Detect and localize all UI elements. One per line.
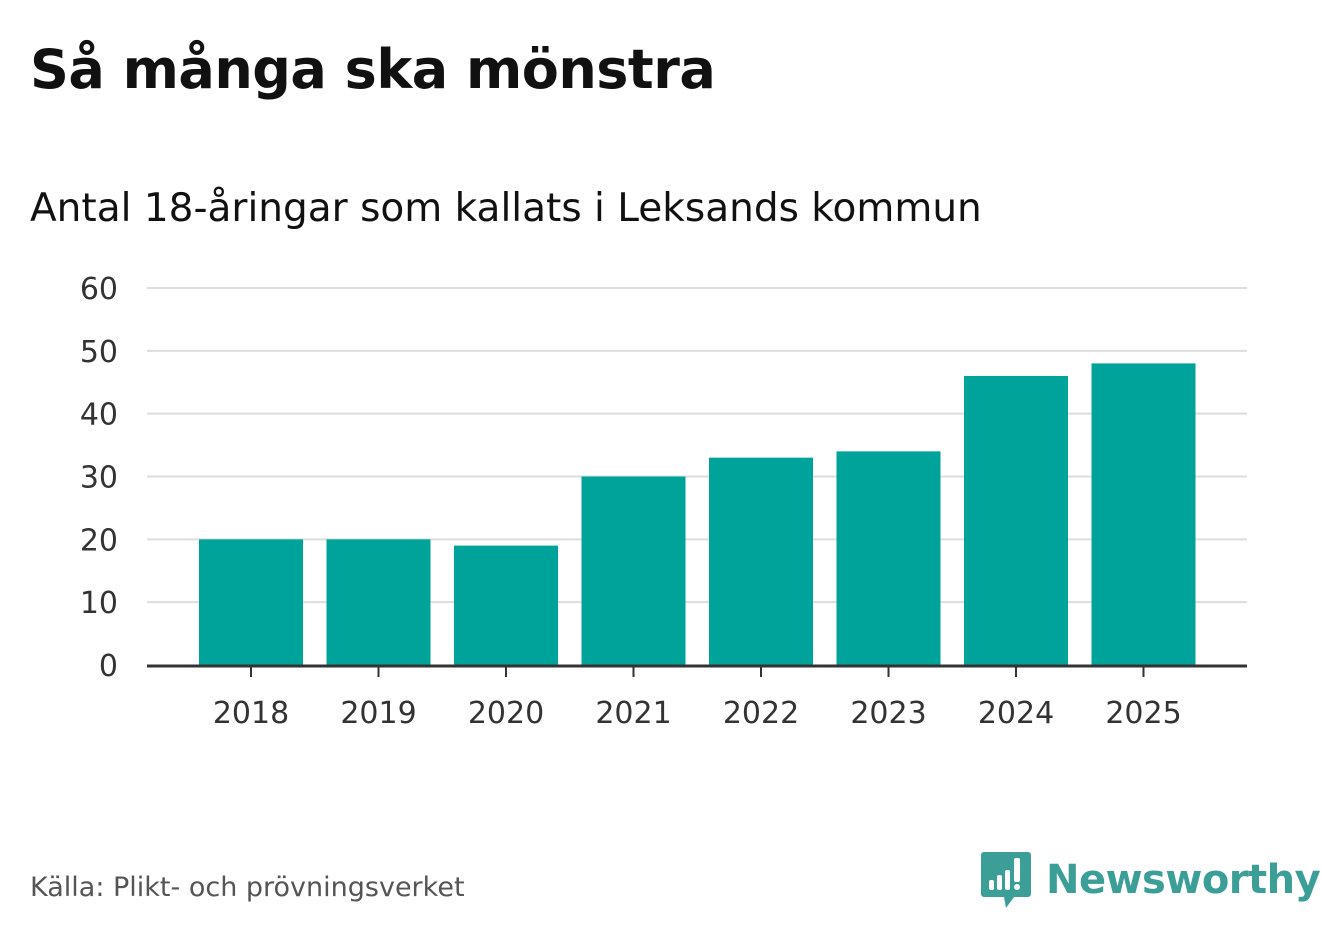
brand-logo: Newsworthy [980, 848, 1321, 912]
x-tick-label: 2021 [595, 696, 671, 731]
x-tick-label: 2022 [723, 696, 799, 731]
y-tick-label: 60 [80, 272, 118, 307]
bar [1091, 363, 1196, 665]
chart-title: Så många ska mönstra [30, 38, 716, 101]
y-tick-label: 50 [80, 335, 118, 370]
y-tick-label: 10 [80, 586, 118, 621]
source-note: Källa: Plikt- och prövningsverket [30, 872, 465, 903]
x-tick-label: 2023 [850, 696, 926, 731]
bar [836, 451, 941, 665]
bars [199, 363, 1196, 665]
bar [964, 375, 1068, 665]
newsworthy-logo-icon [981, 852, 1031, 908]
grid-lines [147, 287, 1247, 604]
y-axis-ticks: 0 10 20 30 40 50 60 [80, 272, 118, 684]
x-tick-label: 2019 [340, 696, 416, 731]
bar [709, 457, 813, 665]
x-tick-label: 2024 [978, 696, 1054, 731]
x-tick-label: 2020 [468, 696, 544, 731]
y-tick-label: 0 [99, 649, 118, 684]
x-tick-label: 2018 [213, 696, 289, 731]
bar [454, 545, 558, 665]
y-tick-label: 20 [80, 523, 118, 558]
bar [199, 539, 303, 665]
bar [581, 476, 686, 665]
brand-name: Newsworthy [1046, 857, 1321, 903]
x-axis-ticks: 2018 2019 2020 2021 2022 2023 2024 2025 [213, 696, 1182, 731]
x-axis [147, 664, 1247, 677]
y-tick-label: 30 [80, 461, 118, 496]
chart-subtitle: Antal 18-åringar som kallats i Leksands … [30, 186, 982, 231]
x-tick-label: 2025 [1105, 696, 1181, 731]
bar [326, 539, 431, 665]
y-tick-label: 40 [80, 398, 118, 433]
